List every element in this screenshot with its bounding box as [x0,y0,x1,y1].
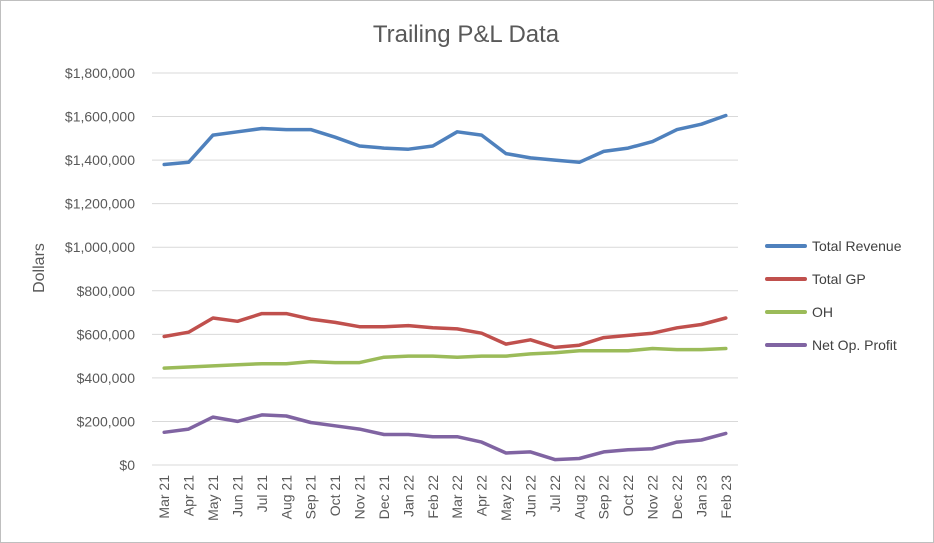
x-tick-label: Mar 22 [449,475,465,519]
y-tick-label: $200,000 [77,413,136,429]
y-tick-label: $1,400,000 [65,152,135,168]
series-line-oh [162,346,728,370]
series-line-total-revenue [162,113,728,167]
y-axis-ticks: $0 $200,000 $400,000 $600,000 $800,000 $1,000… [65,65,135,473]
y-tick-label: $1,200,000 [65,196,135,212]
legend-label: OH [812,304,833,320]
y-tick-label: $1,800,000 [65,65,135,81]
y-axis-title: Dollars [31,243,48,293]
x-tick-label: Jan 22 [400,475,416,517]
series-line-net-op-profit [162,413,728,462]
x-tick-label: Nov 22 [645,475,661,520]
x-tick-label: Jun 22 [522,475,538,517]
x-tick-label: Apr 22 [474,475,490,516]
y-tick-label: $1,600,000 [65,109,135,125]
x-tick-label: Aug 22 [571,475,587,520]
x-tick-label: Mar 21 [156,475,172,519]
x-tick-label: Dec 21 [376,475,392,520]
x-tick-label: Aug 21 [278,475,294,520]
y-tick-label: $0 [119,457,135,473]
series-line-total-gp [162,311,728,350]
x-axis-ticks: Mar 21 Apr 21 May 21 Jun 21 Jul 21 Aug 21 Sep … [156,475,734,521]
x-tick-label: Jul 21 [254,475,270,513]
y-tick-label: $800,000 [77,283,136,299]
y-tick-label: $600,000 [77,326,136,342]
x-tick-label: Jan 23 [693,475,709,517]
x-tick-label: Dec 22 [669,475,685,520]
legend-label: Total Revenue [812,238,902,254]
chart-title: Trailing P&L Data [373,21,560,48]
x-tick-label: Apr 21 [181,475,197,516]
x-tick-label: Sep 22 [596,475,612,520]
x-tick-label: Feb 22 [425,475,441,519]
y-tick-label: $1,000,000 [65,239,135,255]
x-tick-label: Oct 22 [620,475,636,516]
legend-label: Net Op. Profit [812,337,897,353]
x-tick-label: Oct 21 [327,475,343,516]
x-tick-label: Jun 21 [229,475,245,517]
gridlines [152,72,738,466]
x-tick-label: Sep 21 [303,475,319,520]
series-lines [162,113,728,462]
x-tick-label: May 22 [498,475,514,521]
legend: Total Revenue Total GP OH Net Op. Profit [765,238,902,353]
x-tick-label: Nov 21 [352,475,368,520]
x-tick-label: Jul 22 [547,475,563,513]
legend-label: Total GP [812,271,866,287]
x-tick-label: May 21 [205,475,221,521]
x-tick-label: Feb 23 [718,475,734,519]
y-tick-label: $400,000 [77,370,136,386]
